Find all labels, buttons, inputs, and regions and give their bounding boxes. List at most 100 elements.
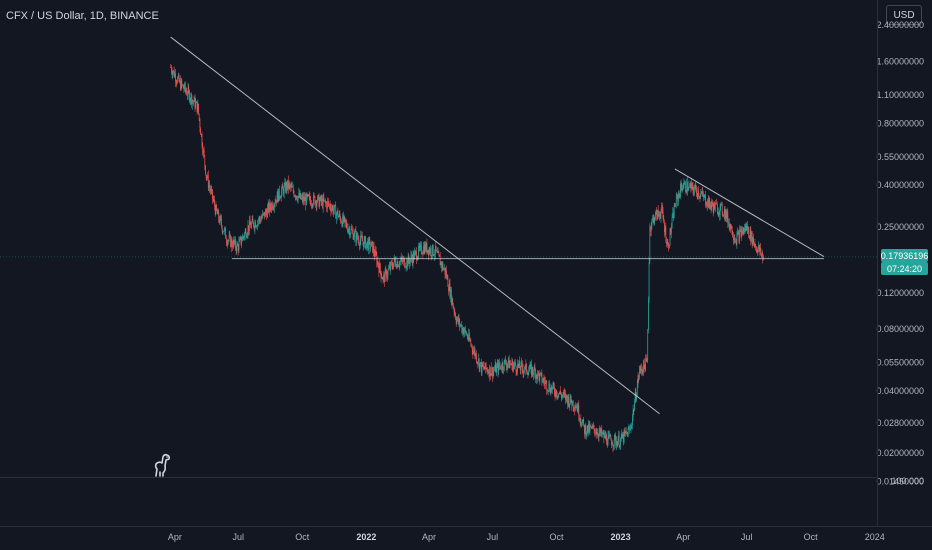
candle-body	[227, 241, 229, 245]
candle-body	[340, 221, 342, 223]
time-axis-divider	[0, 526, 932, 527]
candle-body	[421, 244, 422, 254]
candle-body	[569, 403, 571, 407]
candle-body	[230, 239, 232, 247]
candle-body	[598, 432, 600, 437]
candle-body	[538, 371, 539, 374]
candle-body	[313, 194, 315, 197]
candle-body	[585, 425, 587, 436]
candle-body	[173, 70, 175, 77]
candle-body	[713, 202, 715, 213]
candle-body	[392, 266, 394, 269]
candle-body	[290, 184, 291, 188]
candle-body	[217, 210, 219, 215]
candle-body	[394, 257, 396, 261]
candle-body	[400, 257, 402, 261]
candle-body	[588, 423, 589, 433]
candle-body	[372, 241, 373, 253]
candle-body	[760, 247, 761, 255]
candle-body	[482, 362, 484, 367]
candle-body	[283, 188, 284, 195]
candle-body	[457, 316, 459, 323]
candle-body	[365, 237, 367, 249]
candle-body	[755, 246, 757, 248]
candle-body	[420, 244, 422, 246]
candle-body	[611, 440, 612, 446]
candle-body	[719, 211, 720, 216]
candle-body	[281, 185, 283, 191]
candle-body	[469, 339, 471, 342]
candle-body	[253, 221, 254, 227]
candle-body	[466, 334, 468, 336]
candle-body	[667, 242, 669, 245]
candle-body	[195, 102, 197, 109]
candle-body	[738, 232, 740, 242]
candle-body	[285, 182, 286, 192]
candle-body	[741, 230, 743, 236]
candle-body	[470, 341, 472, 345]
currency-button[interactable]: USD	[886, 5, 922, 25]
dinosaur-icon[interactable]	[150, 452, 174, 478]
candle-body	[624, 430, 626, 434]
candle-body	[547, 390, 549, 392]
candle-body	[333, 209, 334, 213]
candle-body	[640, 366, 642, 369]
candle-body	[240, 237, 242, 244]
recent-descending-trendline[interactable]	[674, 168, 825, 258]
candle-body	[318, 195, 320, 207]
candle-body	[636, 394, 637, 400]
candle-body	[492, 370, 494, 377]
candle-body	[572, 400, 574, 408]
candle-body	[332, 206, 334, 213]
candle-body	[312, 204, 314, 207]
candle-body	[622, 434, 624, 439]
candle-body	[534, 366, 536, 371]
x-tick-label: Oct	[804, 532, 819, 542]
candle-body	[437, 251, 439, 253]
candle-body	[523, 371, 525, 374]
candle-body	[243, 236, 245, 238]
candle-body	[520, 362, 522, 371]
major-descending-trendline[interactable]	[170, 36, 660, 415]
candle-body	[460, 325, 461, 326]
y-tick-label: 2.40000000	[876, 20, 924, 30]
candle-body	[208, 185, 210, 188]
candle-body	[720, 203, 722, 206]
candle-body	[655, 210, 657, 213]
candle-body	[241, 241, 243, 244]
candle-body	[526, 372, 528, 374]
volume-pane-divider	[0, 477, 877, 478]
candle-body	[374, 253, 376, 257]
candle-body	[182, 84, 183, 86]
candle-body	[660, 211, 662, 218]
candle-body	[740, 229, 742, 236]
candle-body	[253, 226, 255, 229]
candle-body	[427, 250, 428, 253]
candle-body	[754, 243, 756, 247]
candle-body	[675, 205, 676, 207]
candle-body	[356, 233, 358, 239]
candle-body	[559, 391, 561, 394]
candle-body	[354, 230, 356, 232]
candle-body	[439, 254, 440, 257]
candle-body	[603, 432, 605, 438]
candle-body	[551, 386, 553, 391]
candle-body	[650, 226, 651, 232]
candle-body	[684, 181, 686, 191]
candle-body	[372, 245, 374, 253]
candle-body	[320, 196, 322, 202]
candle-body	[745, 226, 747, 231]
candle-body	[239, 238, 240, 242]
candle-body	[636, 384, 638, 395]
candle-body	[386, 275, 388, 279]
x-tick-label: Apr	[422, 532, 436, 542]
candle-body	[732, 234, 734, 237]
candle-body	[658, 213, 660, 215]
candle-body	[387, 269, 389, 276]
candle-body	[476, 361, 478, 363]
candle-body	[705, 195, 706, 205]
candle-body	[723, 209, 725, 216]
candle-body	[531, 364, 532, 376]
candle-body	[249, 220, 250, 232]
